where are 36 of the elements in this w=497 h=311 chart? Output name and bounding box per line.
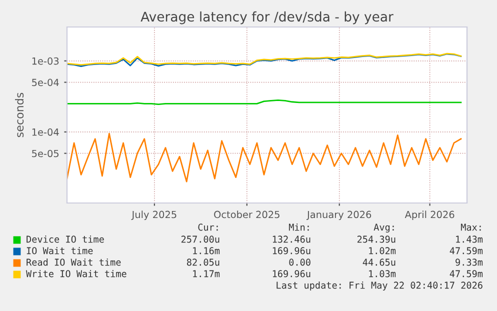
y-tick-label: 1e-04 (32, 128, 59, 136)
text: Max: (460, 224, 481, 231)
text: 1.43m (456, 236, 483, 243)
text: 169.96u (272, 247, 310, 254)
text: 254.39u (357, 236, 396, 243)
text: 169.96u (272, 270, 310, 278)
text: 47.59m (450, 270, 483, 278)
text: 44.65u (362, 258, 396, 266)
line-series (67, 132, 462, 182)
text: 132.46u (272, 236, 310, 243)
legend-label: IO Wait time (26, 247, 93, 254)
text: 1.16m (193, 247, 220, 254)
x-tick-label: October 2025 (214, 210, 280, 218)
legend-label: Read IO Wait time (26, 258, 121, 266)
y-tick-label: 5e-04 (32, 78, 59, 86)
text: Avg: (374, 224, 394, 233)
text: 257.00u (181, 236, 220, 243)
y-tick-label: 5e-05 (32, 150, 59, 158)
legend-label: Device IO time (26, 236, 104, 243)
text: Cur: (198, 224, 218, 231)
text: 0.00 (289, 258, 310, 266)
x-tick-label: April 2026 (404, 210, 454, 220)
y-tick-label: 1e-03 (32, 57, 59, 65)
text: 1.02m (369, 247, 396, 254)
text: 82.05u (186, 258, 220, 266)
y-axis-title: seconds (15, 92, 24, 138)
chart-title: Average latency for /dev/sda - by year (140, 11, 394, 24)
text: Min: (288, 224, 309, 231)
x-tick-label: January 2026 (306, 210, 372, 220)
legend-label: Write IO Wait time (26, 270, 126, 278)
text: 1.17m (193, 270, 220, 278)
text: 47.59m (450, 247, 483, 254)
text: Last update: Fri May 22 02:40:17 2026 (276, 282, 482, 291)
text: 9.33m (456, 258, 483, 266)
x-tick-label: July 2025 (131, 210, 176, 220)
text: 1.03m (369, 270, 396, 278)
